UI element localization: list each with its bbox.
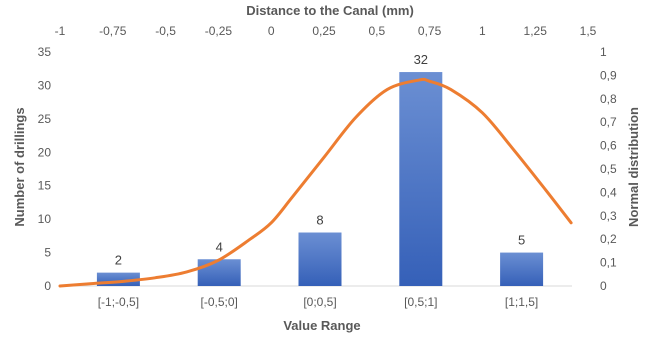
secondary-y-tick-label: 0,7 xyxy=(600,115,617,129)
secondary-y-tick-label: 0,2 xyxy=(600,232,617,246)
x-tick-label: [-1;-0,5] xyxy=(98,295,139,309)
bar xyxy=(197,259,241,286)
y-tick-label: 20 xyxy=(38,145,52,159)
top-axis-title: Distance to the Canal (mm) xyxy=(246,3,414,18)
secondary-y-tick-label: 0 xyxy=(600,279,607,293)
normal-distribution-line xyxy=(58,77,573,288)
y-tick-label: 30 xyxy=(38,78,52,92)
top-x-tick-label: -0,75 xyxy=(99,24,127,38)
top-x-tick-label: -1 xyxy=(55,24,66,38)
secondary-y-tick-label: 1 xyxy=(600,45,607,59)
secondary-y-tick-label: 0,6 xyxy=(600,139,617,153)
top-x-tick-label: -0,5 xyxy=(155,24,176,38)
bar-value-label: 5 xyxy=(518,233,525,248)
secondary-y-tick-label: 0,4 xyxy=(600,185,617,199)
top-x-tick-label: 0 xyxy=(268,24,275,38)
top-x-tick-label: 1 xyxy=(479,24,486,38)
bar-value-label: 2 xyxy=(115,253,122,268)
secondary-y-axis-title: Normal distribution xyxy=(626,107,641,227)
y-tick-label: 5 xyxy=(44,246,51,260)
y-tick-label: 10 xyxy=(38,212,52,226)
top-x-tick-label: 0,75 xyxy=(418,24,442,38)
secondary-y-tick-label: 0,8 xyxy=(600,92,617,106)
y-tick-label: 0 xyxy=(44,279,51,293)
bar xyxy=(500,252,544,286)
y-axis-title: Number of drillings xyxy=(12,107,27,226)
top-x-tick-label: 1,5 xyxy=(580,24,597,38)
secondary-y-tick-label: 0,9 xyxy=(600,68,617,82)
x-tick-label: [0,5;1] xyxy=(404,295,437,309)
top-x-tick-label: 0,5 xyxy=(368,24,385,38)
bar xyxy=(298,232,342,286)
bar xyxy=(399,72,443,286)
x-axis-title: Value Range xyxy=(283,318,360,333)
secondary-y-tick-label: 0,1 xyxy=(600,256,617,270)
bar-value-label: 32 xyxy=(414,52,428,67)
top-x-tick-label: -0,25 xyxy=(205,24,233,38)
secondary-y-tick-label: 0,5 xyxy=(600,162,617,176)
bar-value-label: 4 xyxy=(216,239,223,254)
secondary-y-tick-label: 0,3 xyxy=(600,209,617,223)
x-tick-label: [0;0,5] xyxy=(303,295,336,309)
x-tick-label: [-0,5;0] xyxy=(201,295,238,309)
bar-value-label: 8 xyxy=(316,213,323,228)
x-tick-label: [1;1,5] xyxy=(505,295,538,309)
y-tick-label: 35 xyxy=(38,45,52,59)
y-tick-label: 25 xyxy=(38,112,52,126)
top-x-tick-label: 1,25 xyxy=(524,24,548,38)
top-x-tick-label: 0,25 xyxy=(312,24,336,38)
y-tick-label: 15 xyxy=(38,179,52,193)
